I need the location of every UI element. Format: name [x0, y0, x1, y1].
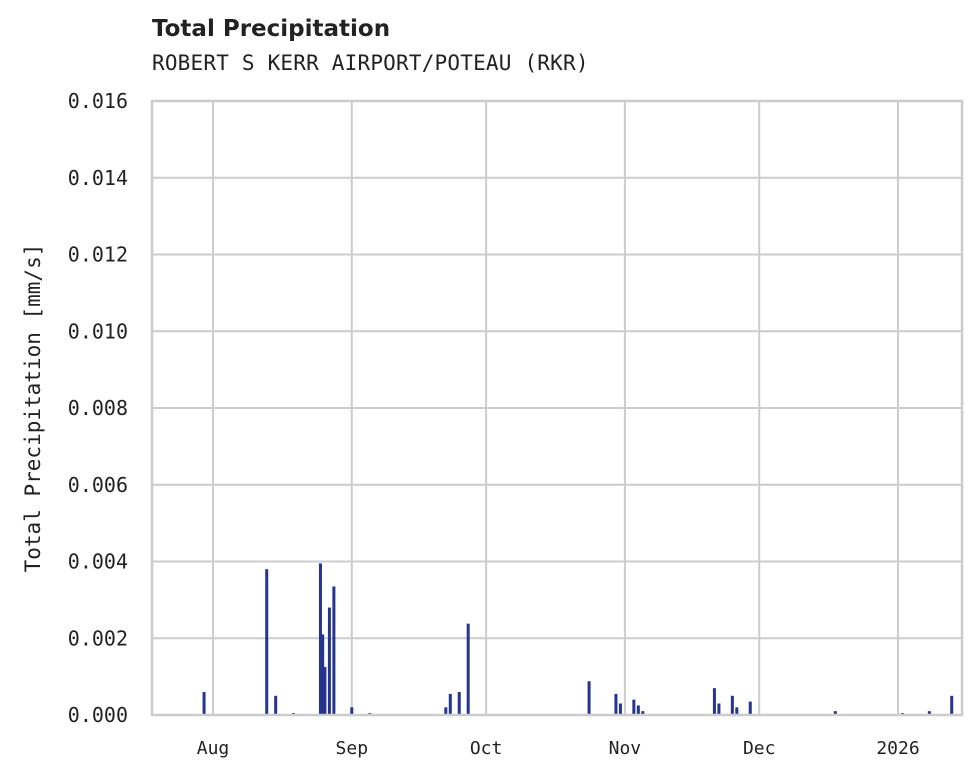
precip-bar: [327, 607, 331, 715]
precip-bar: [274, 695, 278, 715]
precip-bar: [730, 695, 734, 715]
y-tick-label: 0.012: [68, 243, 128, 267]
chart-title: Total Precipitation: [152, 16, 391, 42]
precip-bar: [614, 693, 618, 715]
precip-bar: [448, 693, 452, 715]
y-tick-label: 0.000: [68, 703, 128, 727]
y-tick-label: 0.002: [68, 626, 128, 650]
precip-bar: [444, 707, 448, 715]
precip-bar: [318, 563, 322, 715]
precip-bar: [641, 711, 645, 715]
precip-bar: [636, 705, 640, 715]
precip-bar: [927, 711, 931, 715]
precip-bar: [748, 701, 752, 715]
precip-bar: [332, 586, 336, 715]
x-tick-label: Aug: [197, 738, 230, 759]
y-tick-label: 0.014: [68, 166, 128, 190]
precip-bar: [265, 569, 269, 715]
precip-bar: [457, 691, 461, 715]
precip-bar: [350, 707, 354, 715]
x-axis-ticks: Aug Sep Oct Nov Dec 2026: [197, 738, 920, 759]
precip-bar: [717, 703, 721, 715]
precip-bar: [618, 703, 622, 715]
precip-bar: [321, 634, 325, 715]
precip-bar: [632, 699, 636, 715]
precip-bar: [950, 695, 954, 715]
precip-bar: [323, 667, 327, 715]
x-tick-label: Nov: [609, 738, 642, 759]
y-tick-label: 0.008: [68, 396, 128, 420]
plot-frame: [150, 99, 964, 717]
y-tick-label: 0.010: [68, 319, 128, 343]
x-tick-label: 2026: [876, 738, 919, 759]
precipitation-bars: [202, 563, 954, 715]
y-tick-label: 0.006: [68, 473, 128, 497]
y-tick-label: 0.016: [68, 89, 128, 113]
precip-bar: [466, 623, 470, 715]
precip-bar: [735, 707, 739, 715]
precip-bar: [587, 681, 591, 715]
precip-bar: [202, 691, 206, 715]
y-tick-label: 0.004: [68, 550, 128, 574]
y-axis-ticks: 0.000 0.002 0.004 0.006 0.008 0.010 0.012 0.014…: [68, 89, 128, 727]
precip-bar: [712, 688, 716, 715]
grid-lines: [152, 100, 962, 716]
x-tick-label: Dec: [743, 738, 776, 759]
x-tick-label: Sep: [336, 738, 369, 759]
chart-subtitle: ROBERT S KERR AIRPORT/POTEAU (RKR): [152, 51, 589, 75]
precip-bar: [833, 711, 837, 715]
x-tick-label: Oct: [470, 738, 503, 759]
